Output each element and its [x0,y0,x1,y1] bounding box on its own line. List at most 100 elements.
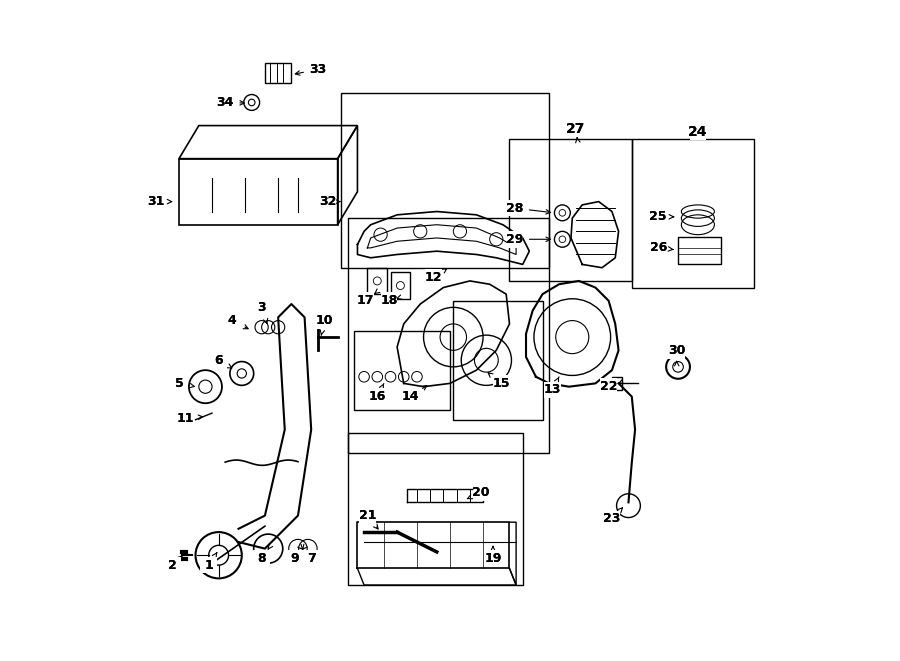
Text: 22: 22 [600,380,617,393]
Text: 10: 10 [316,314,333,327]
Bar [254,299,270,315]
Text: 7: 7 [307,552,316,565]
Text: 9: 9 [291,552,299,565]
Text: 31: 31 [148,195,165,208]
Text: 14: 14 [401,390,419,403]
Text: 33: 33 [310,63,327,76]
Bar [369,388,385,405]
Text: 28: 28 [506,202,524,215]
Text: 18: 18 [381,294,398,307]
Text: 9: 9 [291,552,299,565]
Bar [472,484,490,501]
Text: 3: 3 [257,301,266,314]
Bar [402,388,418,405]
Text: 29: 29 [506,233,524,246]
Bar [612,377,622,390]
Text: 8: 8 [257,552,266,565]
Bar [357,292,374,309]
Text: 17: 17 [356,294,374,307]
Text: 20: 20 [472,486,490,499]
Bar [492,375,509,391]
Text: 30: 30 [668,344,686,357]
Text: 10: 10 [316,314,333,327]
Text: 34: 34 [217,96,234,109]
Text: 24: 24 [688,125,707,139]
Bar [604,510,620,527]
Bar [632,139,754,288]
Text: 25: 25 [650,210,667,223]
Bar [177,410,194,427]
Text: 22: 22 [600,380,617,393]
Text: 32: 32 [319,195,337,208]
Text: 2: 2 [168,559,176,572]
Bar [286,550,303,567]
Bar [148,193,164,210]
Bar [359,508,375,524]
Text: 34: 34 [217,96,234,109]
Bar [223,312,240,329]
Bar [201,557,217,574]
Bar [689,124,706,140]
Bar [454,301,543,420]
Text: 31: 31 [148,195,165,208]
Text: 33: 33 [310,63,327,76]
Text: 5: 5 [175,377,184,390]
Text: 26: 26 [650,241,667,254]
Bar [164,557,181,574]
Bar [600,378,617,395]
Text: 18: 18 [381,294,398,307]
Bar [507,231,523,247]
Bar [567,120,584,137]
Text: 13: 13 [544,383,561,397]
Text: 19: 19 [484,552,501,565]
Bar [341,93,549,268]
Text: 28: 28 [506,202,524,215]
Text: 13: 13 [544,383,561,397]
Bar [254,550,270,567]
Text: 24: 24 [688,125,707,139]
Text: 19: 19 [484,552,501,565]
Text: 27: 27 [566,122,585,136]
Text: 4: 4 [228,314,236,327]
Bar [669,342,685,358]
Text: 1: 1 [204,559,213,572]
Bar [303,550,320,567]
Bar [650,239,667,256]
Text: 16: 16 [369,390,386,403]
Text: 15: 15 [492,377,509,390]
Bar [171,375,187,391]
Bar [217,94,233,110]
Text: 23: 23 [603,512,621,525]
Text: 32: 32 [319,195,337,208]
Text: 6: 6 [214,354,223,367]
Bar [509,139,632,281]
Bar [678,237,721,264]
Text: 30: 30 [668,344,686,357]
Text: 7: 7 [307,552,316,565]
Text: 4: 4 [228,314,236,327]
Text: 2: 2 [168,559,176,572]
Text: 17: 17 [356,294,374,307]
Bar [355,330,450,410]
Text: 3: 3 [257,301,266,314]
Bar [211,352,227,369]
Text: 5: 5 [175,377,184,390]
Text: 26: 26 [650,241,667,254]
Bar [507,200,523,216]
Text: 21: 21 [358,509,376,522]
Bar [347,218,549,453]
Text: 12: 12 [425,271,442,284]
Bar [347,433,523,585]
Text: 14: 14 [401,390,419,403]
Bar [425,270,442,286]
Text: 11: 11 [177,412,194,425]
Text: 6: 6 [214,354,223,367]
Text: 20: 20 [472,486,490,499]
Bar [544,381,561,398]
Bar [316,312,333,329]
Text: 1: 1 [204,559,213,572]
Text: 12: 12 [425,271,442,284]
Bar [485,550,501,567]
Text: 15: 15 [492,377,509,390]
Text: 11: 11 [177,412,194,425]
